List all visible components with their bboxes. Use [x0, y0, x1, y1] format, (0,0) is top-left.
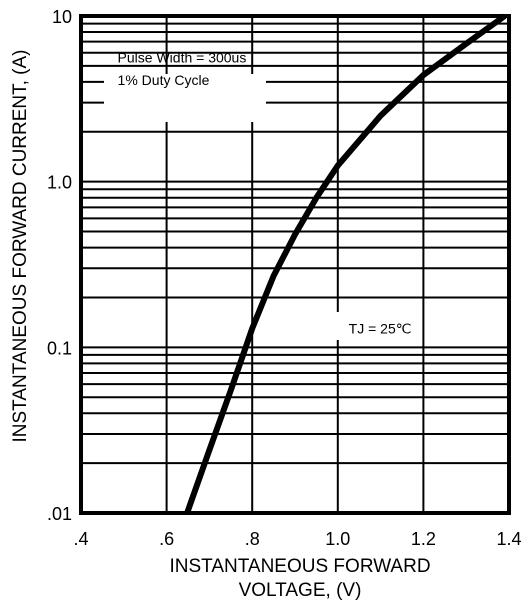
- x-tick-label: 1.0: [325, 529, 350, 549]
- annotation-text: Pulse Width = 300us: [118, 50, 247, 66]
- y-tick-labels: .01 0.1 1.0 10: [47, 7, 72, 524]
- annotation-box: [104, 74, 266, 122]
- y-axis-label: INSTANTANEOUS FORWARD CURRENT, (A): [10, 49, 31, 442]
- annotation-text: TJ = 25℃: [349, 320, 412, 336]
- grid: [81, 16, 509, 513]
- x-tick-label: .4: [73, 529, 88, 549]
- y-tick-label: .01: [47, 504, 72, 524]
- x-tick-label: 1.2: [411, 529, 436, 549]
- annotation-text: 1% Duty Cycle: [118, 72, 210, 88]
- y-tick-label: 10: [52, 7, 72, 27]
- x-axis-label-line-1: INSTANTANEOUS FORWARD: [169, 556, 430, 577]
- plot-frame: [79, 14, 511, 515]
- x-axis-label-line-2: VOLTAGE, (V): [239, 580, 362, 601]
- annotations: Pulse Width = 300us 1% Duty Cycle TJ = 25℃: [104, 50, 411, 340]
- y-tick-label: 0.1: [47, 338, 72, 358]
- x-tick-label: .8: [245, 529, 260, 549]
- series-line: [184, 13, 507, 515]
- annotation-box: [308, 312, 394, 340]
- x-tick-label: .6: [159, 529, 174, 549]
- x-tick-label: 1.4: [496, 529, 521, 549]
- y-tick-label: 1.0: [47, 173, 72, 193]
- x-tick-labels: .4 .6 .8 1.0 1.2 1.4: [73, 529, 521, 549]
